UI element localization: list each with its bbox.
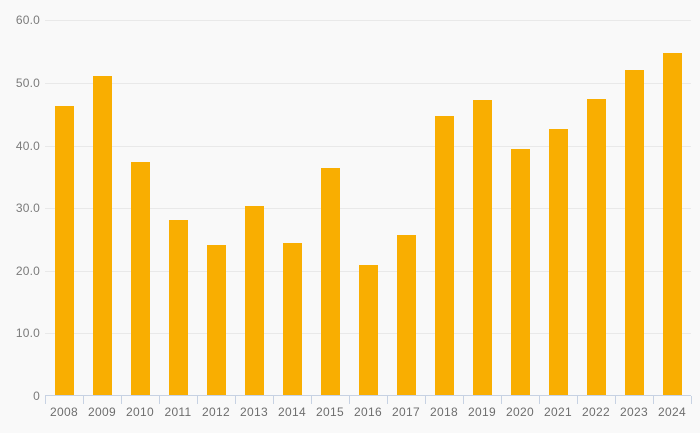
- x-axis-tick: [235, 396, 236, 404]
- x-axis-tick: [577, 396, 578, 404]
- y-gridline: [45, 208, 691, 209]
- bar[interactable]: [435, 116, 454, 396]
- x-axis-tick-label: 2024: [658, 405, 686, 419]
- bar[interactable]: [207, 245, 226, 396]
- x-axis-line: [45, 395, 691, 396]
- y-gridline: [45, 20, 691, 21]
- bar[interactable]: [55, 106, 74, 396]
- y-axis-tick-label: 50.0: [15, 76, 40, 90]
- x-axis-tick-label: 2012: [202, 405, 230, 419]
- bar[interactable]: [625, 70, 644, 396]
- bar[interactable]: [131, 162, 150, 396]
- x-axis-tick: [273, 396, 274, 404]
- x-axis-tick-label: 2015: [316, 405, 344, 419]
- y-axis-tick-label: 60.0: [15, 13, 40, 27]
- y-axis-tick-label: 40.0: [15, 139, 40, 153]
- x-axis-tick: [197, 396, 198, 404]
- x-axis-tick: [45, 396, 46, 404]
- y-gridline: [45, 83, 691, 84]
- x-axis-tick: [349, 396, 350, 404]
- x-axis-tick-label: 2009: [88, 405, 116, 419]
- x-axis-tick-label: 2013: [240, 405, 268, 419]
- x-axis-tick-label: 2020: [506, 405, 534, 419]
- x-axis-tick: [121, 396, 122, 404]
- bar[interactable]: [587, 99, 606, 396]
- x-axis-tick-label: 2014: [278, 405, 306, 419]
- x-axis-tick: [425, 396, 426, 404]
- x-axis-tick-label: 2019: [468, 405, 496, 419]
- bar[interactable]: [321, 168, 340, 396]
- y-axis-tick-label: 10.0: [15, 326, 40, 340]
- bar[interactable]: [663, 53, 682, 396]
- y-axis-tick-label: 30.0: [15, 201, 40, 215]
- x-axis-tick: [159, 396, 160, 404]
- bar[interactable]: [511, 149, 530, 396]
- x-axis-tick-label: 2011: [164, 405, 192, 419]
- bar[interactable]: [93, 76, 112, 396]
- x-axis-tick: [691, 396, 692, 404]
- bar[interactable]: [283, 243, 302, 396]
- x-axis-tick: [501, 396, 502, 404]
- x-axis-tick: [539, 396, 540, 404]
- bar[interactable]: [473, 100, 492, 396]
- x-axis-tick-label: 2010: [126, 405, 154, 419]
- y-axis-tick-label: 0: [33, 389, 40, 403]
- x-axis-tick: [387, 396, 388, 404]
- x-axis-tick-label: 2017: [392, 405, 420, 419]
- bar[interactable]: [359, 265, 378, 396]
- x-axis-tick-label: 2008: [50, 405, 78, 419]
- x-axis-tick: [653, 396, 654, 404]
- x-axis-tick-label: 2023: [620, 405, 648, 419]
- x-axis-tick-label: 2021: [544, 405, 572, 419]
- y-axis-tick-label: 20.0: [15, 264, 40, 278]
- x-axis-tick-label: 2022: [582, 405, 610, 419]
- x-axis-tick: [311, 396, 312, 404]
- y-gridline: [45, 146, 691, 147]
- bar[interactable]: [245, 206, 264, 396]
- bar[interactable]: [397, 235, 416, 396]
- x-axis-tick-label: 2016: [354, 405, 382, 419]
- bar[interactable]: [169, 220, 188, 396]
- x-axis-tick-label: 2018: [430, 405, 458, 419]
- bar[interactable]: [549, 129, 568, 396]
- x-axis-tick: [463, 396, 464, 404]
- x-axis-tick: [615, 396, 616, 404]
- x-axis-tick: [83, 396, 84, 404]
